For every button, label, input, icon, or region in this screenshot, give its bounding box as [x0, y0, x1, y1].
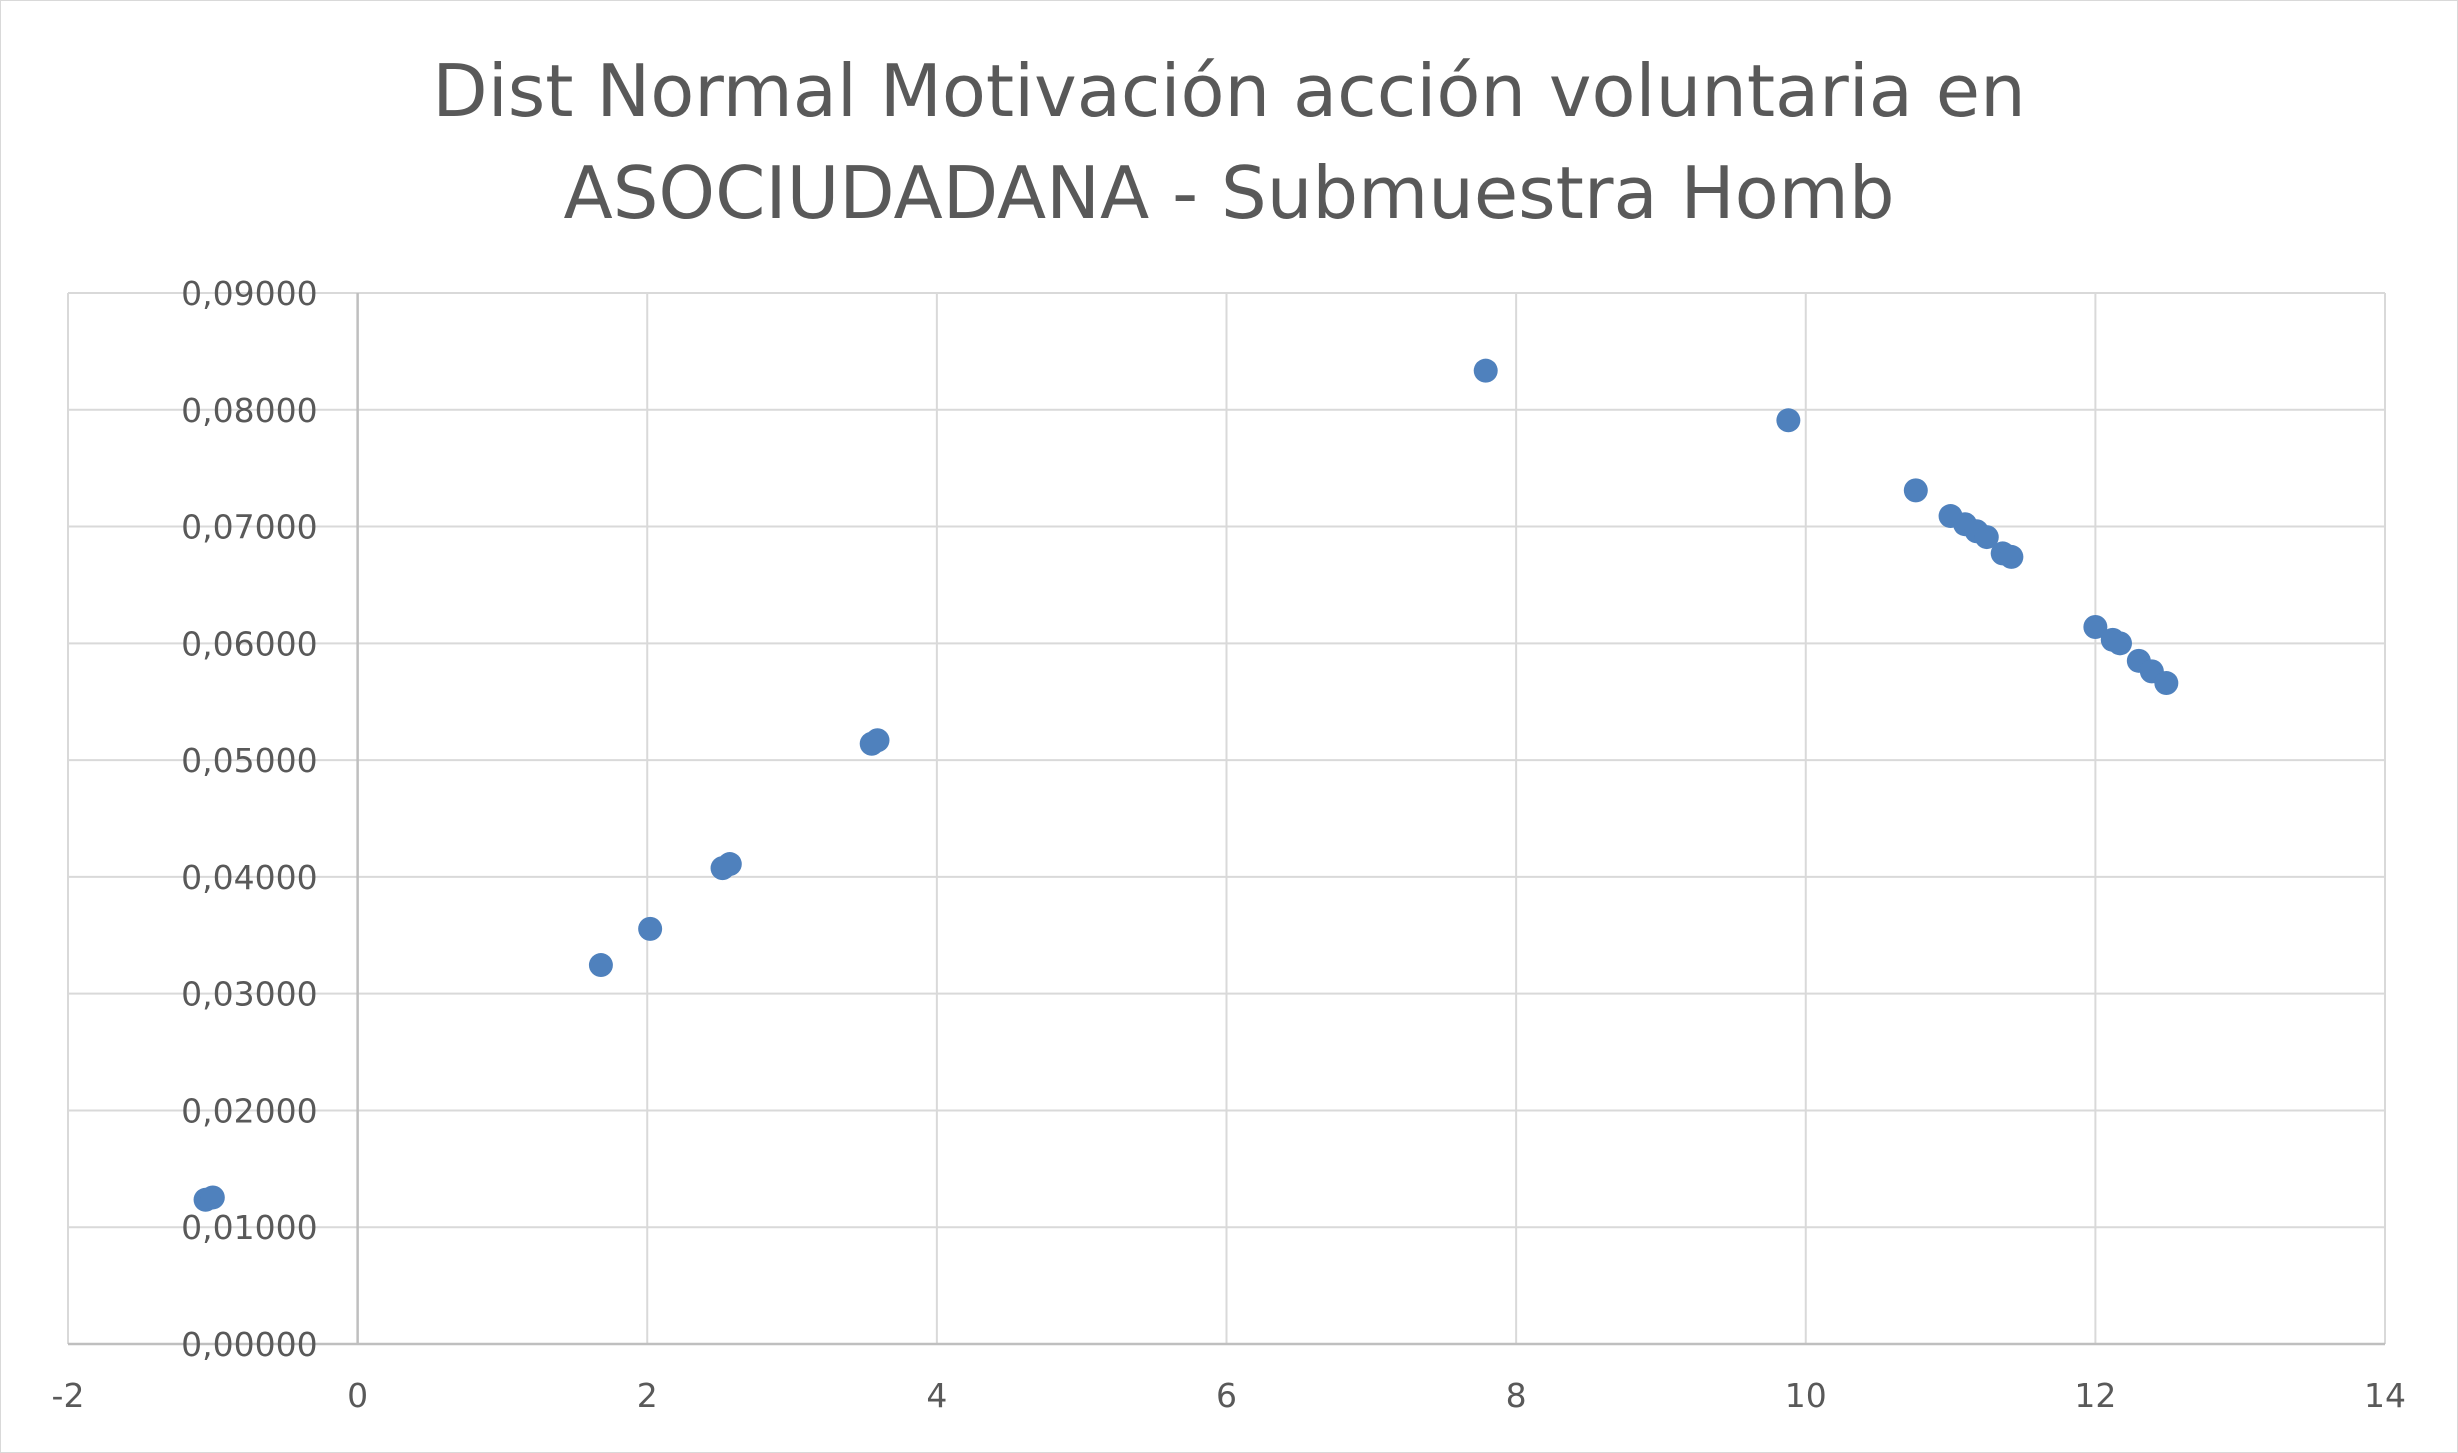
data-point [200, 1185, 225, 1210]
data-points [193, 358, 2179, 1212]
y-tick-label: 0,02000 [181, 1091, 317, 1130]
x-tick-label: 0 [347, 1376, 368, 1415]
chart-title: Dist Normal Motivación acción voluntaria… [0, 40, 2458, 244]
y-tick-label: 0,06000 [181, 624, 317, 663]
y-tick-label: 0,04000 [181, 858, 317, 897]
x-tick-labels: -2 0 2 4 6 8 10 12 14 [52, 1376, 2406, 1415]
y-tick-label: 0,09000 [181, 274, 317, 313]
y-tick-label: 0,05000 [181, 741, 317, 780]
data-point [865, 728, 890, 753]
x-tick-label: 4 [926, 1376, 947, 1415]
x-tick-label: 10 [1785, 1376, 1827, 1415]
x-tick-label: 2 [637, 1376, 658, 1415]
y-tick-label: 0,08000 [181, 391, 317, 430]
data-point [2154, 671, 2179, 696]
data-point [1999, 544, 2024, 569]
data-point [638, 916, 663, 941]
chart-title-line-1: Dist Normal Motivación acción voluntaria… [432, 49, 2026, 133]
y-tick-label: 0,00000 [181, 1325, 317, 1364]
chart-title-line-2: ASOCIUDADANA - Submuestra Homb [563, 151, 1895, 235]
y-tick-label: 0,03000 [181, 975, 317, 1014]
data-point [2107, 631, 2132, 656]
data-point [1473, 358, 1498, 383]
data-point [2083, 614, 2108, 639]
y-tick-labels: 0,00000 0,01000 0,02000 0,03000 0,04000 0,050… [181, 274, 317, 1364]
x-tick-label: 6 [1216, 1376, 1237, 1415]
data-point [1776, 408, 1801, 433]
data-point [1974, 525, 1999, 550]
axes [68, 293, 2385, 1346]
y-tick-label: 0,01000 [181, 1208, 317, 1247]
data-point [588, 953, 613, 978]
x-tick-label: 12 [2074, 1376, 2116, 1415]
x-tick-label: -2 [52, 1376, 85, 1415]
data-point [717, 852, 742, 877]
data-point [1903, 478, 1928, 503]
x-tick-label: 8 [1506, 1376, 1527, 1415]
x-tick-label: 14 [2364, 1376, 2406, 1415]
grid-lines [67, 292, 2386, 1345]
y-tick-label: 0,07000 [181, 508, 317, 547]
